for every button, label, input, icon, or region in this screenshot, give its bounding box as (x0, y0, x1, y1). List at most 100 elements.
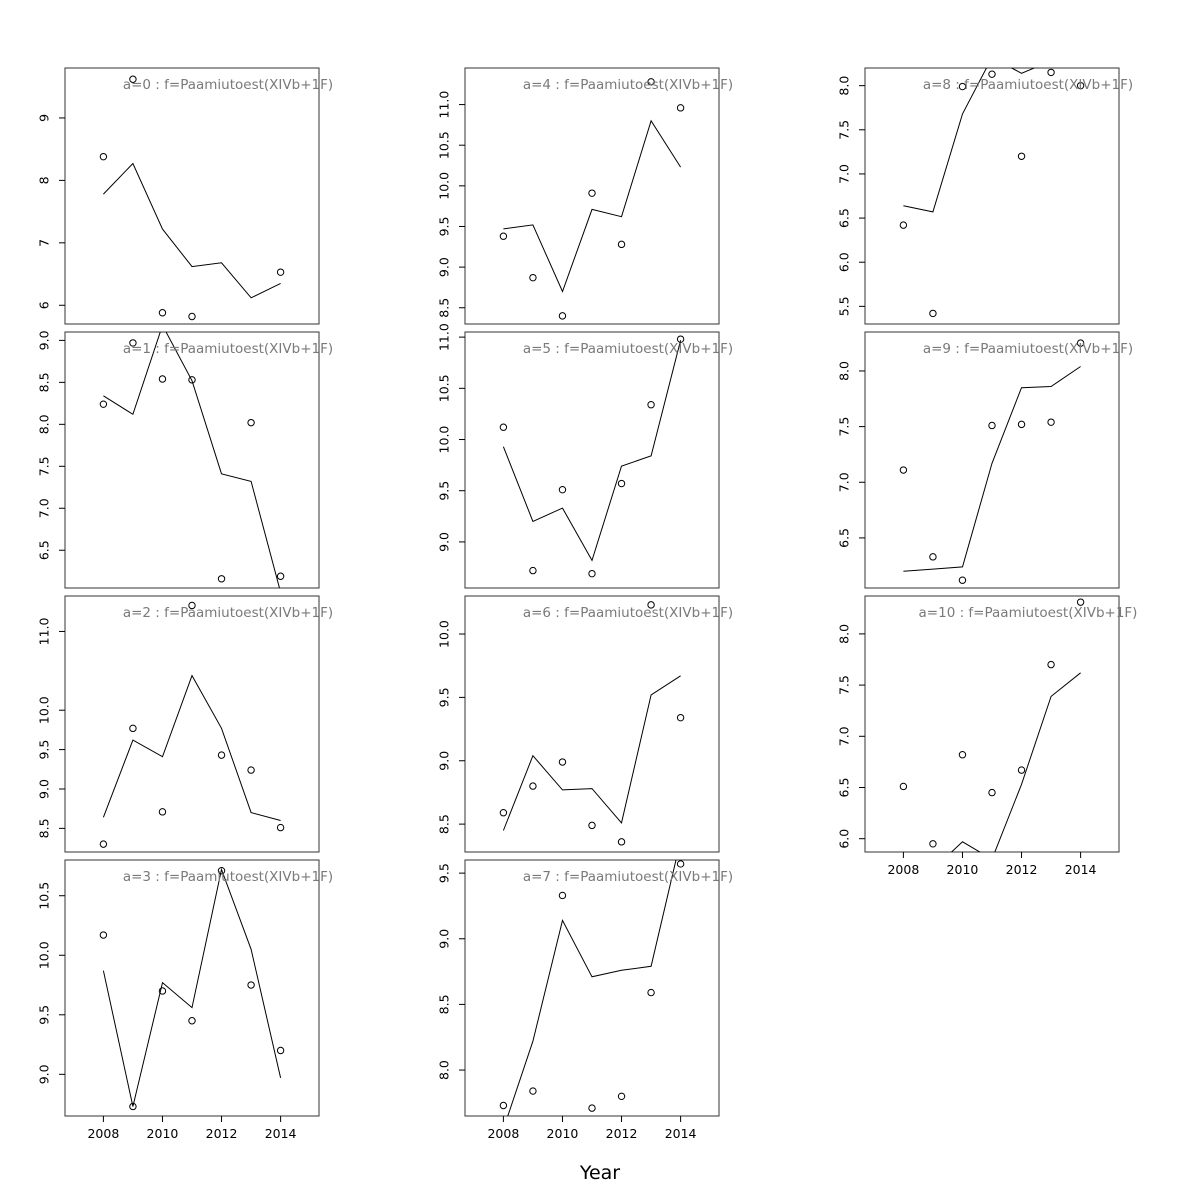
fitted-line (507, 860, 677, 1116)
observed-point (1076, 339, 1085, 347)
y-tick-label: 8.0 (837, 361, 852, 381)
observed-point (558, 312, 567, 320)
fitted-line (103, 162, 281, 299)
panel-frame (64, 859, 320, 1117)
observed-point (188, 376, 196, 384)
y-tick-label: 6.5 (837, 778, 852, 798)
observed-point (247, 766, 255, 774)
fitted-line (903, 366, 1081, 572)
observed-point (529, 566, 537, 575)
y-tick-label: 11.0 (437, 91, 452, 119)
y-tick-label: 9.5 (437, 481, 452, 501)
y-tick-label: 8.5 (437, 994, 452, 1014)
observed-point (1017, 766, 1026, 774)
y-tick-label: 6.0 (837, 829, 852, 849)
observed-point (529, 1087, 537, 1095)
fitted-line (903, 68, 1036, 213)
y-tick-label: 6 (37, 301, 52, 309)
observed-point (617, 838, 626, 846)
y-tick-label: 8.5 (37, 372, 52, 392)
y-tick-label: 8.5 (437, 814, 452, 834)
x-tick-label: 2010 (947, 862, 979, 877)
observed-point (558, 891, 567, 900)
panel-title: a=10 : f=Paamiutoest(XIVb+1F) (919, 605, 1138, 621)
y-tick-label: 9.5 (437, 687, 452, 707)
observed-point (158, 987, 167, 995)
panel-title: a=7 : f=Paamiutoest(XIVb+1F) (523, 869, 733, 885)
panel-plot-area (899, 68, 1085, 318)
observed-point (676, 860, 685, 868)
y-tick-label: 8.0 (837, 76, 852, 96)
observed-point (899, 466, 908, 474)
panel-frame (464, 67, 720, 325)
panel-a1: 6.5 7.0 7.5 8.0 8.5 9.0 a=1 : f=Paamiutoest(XI… (37, 330, 333, 589)
observed-point (1076, 598, 1085, 606)
observed-point (588, 1104, 596, 1112)
observed-point (988, 421, 996, 430)
x-tick-label: 2008 (87, 1126, 119, 1141)
panel-frame (464, 859, 720, 1117)
observed-point (988, 70, 996, 78)
panel-a7: 8.0 8.5 9.0 9.5 2008 2010 2012 2014 a=7 : f=Paam… (437, 859, 733, 1141)
observed-point (617, 1092, 626, 1101)
panel-plot-area (99, 601, 285, 848)
fitted-line (102, 674, 281, 821)
y-tick-label: 10.0 (437, 620, 452, 648)
x-tick-label: 2014 (265, 1126, 297, 1141)
x-tick-label: 2012 (1006, 862, 1038, 877)
panel-plot-area (99, 332, 285, 588)
panel-a8: 5.5 6.0 6.5 7.0 7.5 8.0 a=8 : f=Paamiutoest(XI… (837, 67, 1133, 325)
observed-point (276, 572, 285, 580)
panel-title: a=5 : f=Paamiutoest(XIVb+1F) (523, 341, 733, 357)
panel-a4: 8.5 9.0 9.5 10.0 10.5 11.0 a=4 : f=Paamiutoest… (437, 67, 733, 325)
observed-point (158, 808, 167, 816)
observed-point (99, 840, 108, 848)
panel-plot-area (499, 860, 685, 1116)
observed-point (99, 931, 108, 939)
observed-point (158, 309, 167, 317)
panel-a0: 6 7 8 9 a=0 : f=Paamiutoest(XIVb+1F) (37, 67, 333, 325)
observed-point (958, 576, 967, 584)
panel-plot-area (499, 601, 685, 846)
fitted-line (502, 340, 682, 562)
observed-point (499, 1101, 508, 1110)
y-tick-label: 7.0 (837, 726, 852, 746)
panel-a6: 8.5 9.0 9.5 10.0 a=6 : f=Paamiutoest(XIVb+1F… (437, 595, 733, 853)
observed-point (558, 758, 567, 766)
y-tick-label: 9.0 (37, 779, 52, 799)
observed-point (647, 601, 655, 609)
observed-point (188, 312, 196, 321)
y-tick-label: 6.5 (837, 528, 852, 548)
observed-point (99, 400, 108, 408)
panel-a5: 9.0 9.5 10.0 10.5 11.0 a=5 : f=Paamiutoest(XI… (437, 323, 733, 589)
observed-point (129, 1102, 137, 1111)
observed-point (1017, 152, 1026, 160)
observed-point (588, 821, 596, 830)
observed-point (247, 981, 255, 989)
y-tick-label: 7.0 (37, 498, 52, 518)
x-tick-label: 2008 (887, 862, 919, 877)
y-tick-label: 6.5 (837, 208, 852, 228)
panel-a3: 9.0 9.5 10.0 10.5 2008 2010 2012 2014 a=3 : f=Pa… (37, 859, 333, 1141)
observed-point (676, 335, 685, 343)
y-tick-label: 6.0 (837, 252, 852, 272)
y-tick-label: 7.5 (837, 417, 852, 437)
observed-point (276, 823, 285, 832)
panel-title: a=0 : f=Paamiutoest(XIVb+1F) (123, 77, 333, 93)
observed-point (499, 423, 508, 431)
y-tick-label: 8 (37, 176, 52, 184)
observed-point (1047, 660, 1055, 669)
observed-point (188, 1017, 196, 1025)
panel-plot-area (99, 75, 285, 321)
observed-point (499, 809, 508, 817)
y-tick-label: 5.5 (837, 296, 852, 316)
x-axis-title: Year (579, 1162, 620, 1184)
observed-point (129, 75, 137, 83)
observed-point (529, 782, 537, 790)
observed-point (276, 1046, 285, 1055)
observed-point (1047, 68, 1055, 77)
panel-a9: 6.5 7.0 7.5 8.0 a=9 : f=Paamiutoest(XIVb+1F) (837, 331, 1133, 589)
panel-a10: 6.0 6.5 7.0 7.5 8.0 2008 2010 2012 2014 a=10 : f=… (837, 595, 1138, 877)
observed-point (988, 788, 996, 797)
